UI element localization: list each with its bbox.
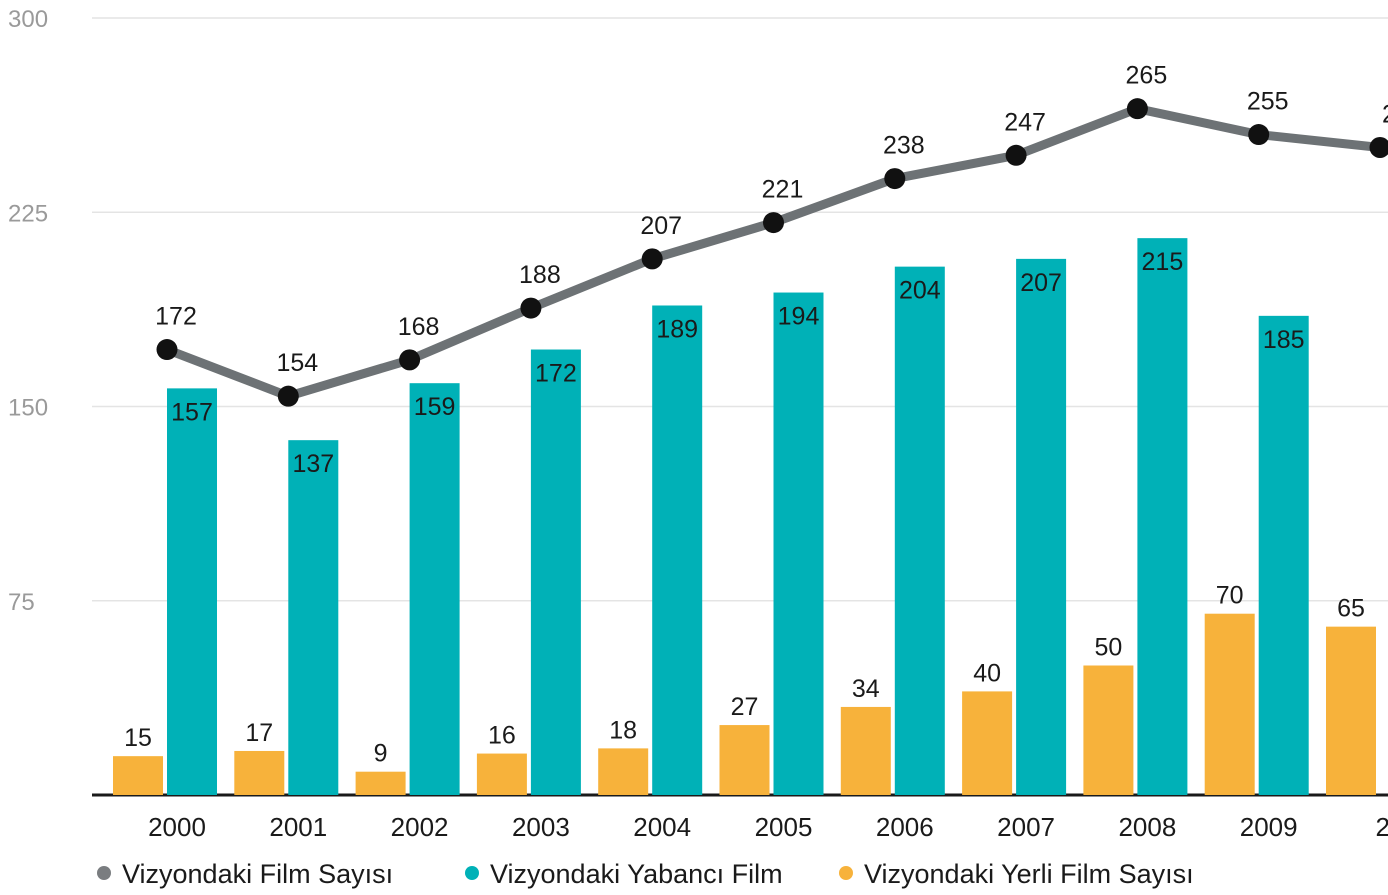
line-point xyxy=(399,349,421,371)
line-point xyxy=(641,248,663,270)
bar-yerli-label: 34 xyxy=(852,675,880,703)
bar-yabanci-label: 189 xyxy=(656,315,698,343)
bar-yerli-label: 27 xyxy=(731,693,759,721)
y-tick-label: 75 xyxy=(8,589,35,616)
y-tick-label: 150 xyxy=(8,395,48,422)
bar-yabanci-film xyxy=(530,349,581,795)
bar-yabanci-label: 157 xyxy=(171,398,213,426)
y-tick-label: 300 xyxy=(8,6,48,33)
bar-yerli-label: 18 xyxy=(609,716,637,744)
bar-yabanci-label: 172 xyxy=(535,360,577,388)
bar-yerli-label: 50 xyxy=(1094,634,1122,662)
bar-yerli-label: 15 xyxy=(124,724,152,752)
x-tick-label: 2002 xyxy=(391,812,449,842)
x-tick-label: 2006 xyxy=(876,812,934,842)
line-point xyxy=(156,339,178,361)
line-point xyxy=(1126,98,1148,120)
bar-yabanci-film xyxy=(288,440,339,795)
bar-yerli-film xyxy=(1326,626,1376,795)
line-point xyxy=(1005,144,1027,166)
bar-yerli-film xyxy=(1204,613,1255,795)
line-point xyxy=(520,297,542,319)
line-point xyxy=(277,385,299,407)
x-tick-label: 2001 xyxy=(269,812,327,842)
bar-yabanci-label: 207 xyxy=(1020,269,1062,297)
line-point-label: 265 xyxy=(1126,62,1168,90)
line-point-label: 255 xyxy=(1247,88,1289,116)
bar-yerli-label: 9 xyxy=(374,740,388,768)
line-point-label: 2 xyxy=(1382,101,1388,129)
bar-yabanci-film xyxy=(1137,238,1188,795)
bar-yabanci-film xyxy=(894,266,945,795)
bar-yabanci-film xyxy=(1016,258,1067,795)
line-point-label: 221 xyxy=(762,176,804,204)
bar-yerli-film xyxy=(355,771,406,795)
bar-yabanci-label: 215 xyxy=(1142,248,1184,276)
bar-yerli-film xyxy=(840,706,891,795)
bar-yerli-label: 17 xyxy=(245,719,273,747)
line-point xyxy=(1248,124,1270,146)
line-point-label: 154 xyxy=(276,349,318,377)
bar-layer xyxy=(113,238,1376,795)
x-tick-label: 2003 xyxy=(512,812,570,842)
bar-yabanci-label: 159 xyxy=(414,393,456,421)
line-layer xyxy=(156,98,1388,407)
label-layer: 15 157 2000 17 137 2001 9 159 2002 16 172 2003 18 189… xyxy=(124,62,1388,842)
legend-swatch xyxy=(97,866,111,880)
bar-yabanci-film xyxy=(167,388,217,795)
bar-yabanci-label: 137 xyxy=(292,450,334,478)
bar-yerli-film xyxy=(1083,665,1134,795)
x-tick-label: 2004 xyxy=(633,812,691,842)
line-point-label: 172 xyxy=(155,303,197,331)
x-tick-label: 2000 xyxy=(148,812,206,842)
line-point-label: 207 xyxy=(640,212,682,240)
line-point xyxy=(884,168,906,190)
line-point-label: 247 xyxy=(1004,108,1046,136)
y-tick-label: 225 xyxy=(8,200,48,227)
bar-yerli-label: 16 xyxy=(488,722,516,750)
legend-layer: Vizyondaki Film Sayısı Vizyondaki Yabancı… xyxy=(97,859,1194,889)
legend-swatch xyxy=(839,866,853,880)
line-point-label: 238 xyxy=(883,132,925,160)
legend-label: Vizyondaki Film Sayısı xyxy=(122,859,393,889)
bar-yerli-film xyxy=(962,691,1013,795)
x-tick-label: 2007 xyxy=(997,812,1055,842)
bar-yerli-film xyxy=(476,753,527,795)
bar-yabanci-label: 204 xyxy=(899,277,941,305)
line-point xyxy=(763,212,784,234)
bar-yabanci-label: 194 xyxy=(778,303,820,331)
line-point xyxy=(1369,137,1388,158)
bar-yerli-label: 70 xyxy=(1216,582,1244,610)
bar-yabanci-film xyxy=(773,292,824,795)
x-tick-label: 2008 xyxy=(1118,812,1176,842)
x-tick-label: 2005 xyxy=(755,812,813,842)
legend-label: Vizyondaki Yerli Film Sayısı xyxy=(864,859,1194,889)
bar-yerli-film xyxy=(598,748,649,795)
bar-yerli-film xyxy=(113,756,163,795)
bar-yabanci-film xyxy=(1258,315,1309,795)
legend-swatch xyxy=(465,866,479,880)
bar-yerli-label: 40 xyxy=(973,659,1001,687)
line-point-label: 168 xyxy=(398,313,440,341)
bar-yabanci-film xyxy=(409,383,460,795)
x-tick-label: 2009 xyxy=(1240,812,1298,842)
bar-yerli-label: 65 xyxy=(1337,595,1365,623)
line-point-label: 188 xyxy=(519,261,561,289)
bar-yerli-film xyxy=(719,725,770,795)
legend-label: Vizyondaki Yabancı Film xyxy=(490,859,783,889)
x-tick-label: 20 xyxy=(1376,812,1388,842)
bar-yerli-film xyxy=(234,750,285,795)
bar-yabanci-label: 185 xyxy=(1263,326,1305,354)
bar-yabanci-film xyxy=(652,305,703,795)
